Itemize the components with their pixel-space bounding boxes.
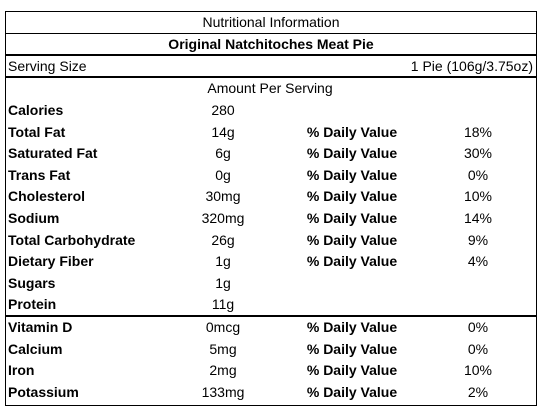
amount: 6g <box>215 145 231 162</box>
divider <box>5 33 537 34</box>
nutrient-name: Total Fat <box>8 123 66 140</box>
nutrient-name: Protein <box>8 296 57 313</box>
dv-value: 9% <box>467 231 489 248</box>
amount: 0mcg <box>205 319 241 335</box>
amount: 26g <box>211 231 235 248</box>
dv-label: % Daily Value <box>306 210 398 226</box>
amount: 0g <box>215 166 231 183</box>
nutrient-name: Calories <box>8 102 64 118</box>
serving-label: Serving Size <box>8 58 87 74</box>
divider <box>5 315 537 317</box>
amount: 2mg <box>209 362 237 379</box>
dv-label: % Daily Value <box>306 253 398 270</box>
serving-value: 1 Pie (106g/3.75oz) <box>410 58 533 74</box>
dv-value: 30% <box>463 145 493 162</box>
dv-label: % Daily Value <box>306 319 398 335</box>
nutrient-name: Vitamin D <box>8 319 73 335</box>
nutrient-name: Sodium <box>8 210 60 226</box>
divider <box>5 76 537 78</box>
nutrient-name: Calcium <box>8 340 63 357</box>
amount: 11g <box>211 296 235 313</box>
amount: 133mg <box>201 384 245 401</box>
amount: 1g <box>215 274 231 291</box>
dv-value: 4% <box>467 253 489 270</box>
nutrient-name: Iron <box>8 362 35 379</box>
dv-value: 14% <box>463 210 493 226</box>
nutrient-name: Dietary Fiber <box>8 253 94 270</box>
dv-label: % Daily Value <box>306 166 398 183</box>
dv-label: % Daily Value <box>306 145 398 162</box>
amount: 1g <box>215 253 231 270</box>
dv-label: % Daily Value <box>306 188 398 205</box>
amount: 14g <box>211 123 235 140</box>
amount: 320mg <box>201 210 245 226</box>
amount-header: Amount Per Serving <box>207 80 333 96</box>
amount: 5mg <box>209 340 237 357</box>
dv-label: % Daily Value <box>306 123 398 140</box>
amount: 30mg <box>205 188 241 205</box>
dv-value: 18% <box>463 123 493 140</box>
amount: 280 <box>211 102 235 118</box>
dv-value: 0% <box>467 319 489 335</box>
nutrient-name: Saturated Fat <box>8 145 98 162</box>
nutrient-name: Trans Fat <box>8 166 71 183</box>
dv-label: % Daily Value <box>306 231 398 248</box>
dv-value: 0% <box>467 340 489 357</box>
dv-label: % Daily Value <box>306 340 398 357</box>
nutrient-name: Potassium <box>8 384 79 401</box>
divider <box>5 54 537 56</box>
dv-value: 0% <box>467 166 489 183</box>
nutrient-name: Total Carbohydrate <box>8 231 136 248</box>
nutrient-name: Sugars <box>8 274 56 291</box>
dv-label: % Daily Value <box>306 384 398 401</box>
dv-value: 10% <box>463 362 493 379</box>
panel-border <box>5 11 537 406</box>
product-name: Original Natchitoches Meat Pie <box>168 36 374 52</box>
title: Nutritional Information <box>202 14 340 30</box>
dv-value: 10% <box>463 188 493 205</box>
nutrient-name: Cholesterol <box>8 188 86 205</box>
dv-label: % Daily Value <box>306 362 398 379</box>
dv-value: 2% <box>467 384 489 401</box>
